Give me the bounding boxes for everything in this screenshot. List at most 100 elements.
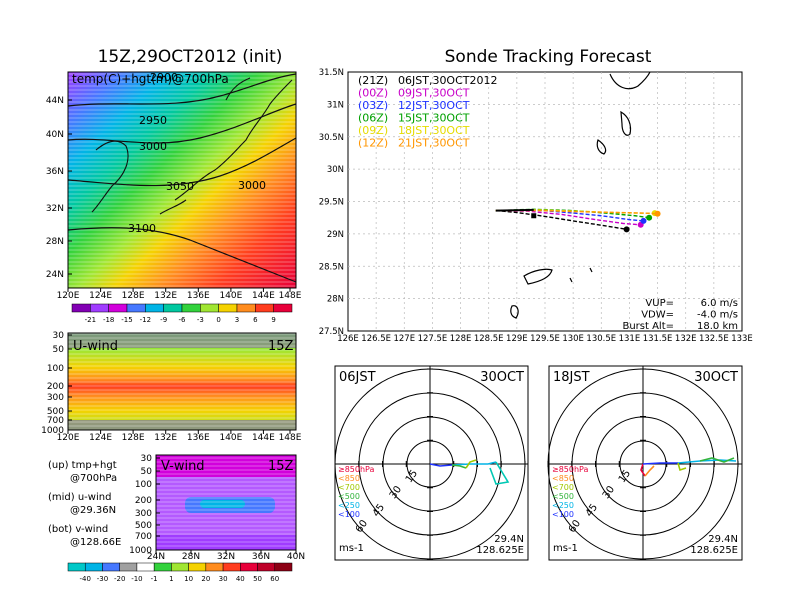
x-tick-label: 28N (182, 552, 200, 562)
pressure-legend-label: <700 (338, 483, 360, 492)
param-label: Burst Alt= (622, 321, 674, 332)
legend-label: 06JST,30OCT2012 (398, 74, 498, 87)
colorbar-tick-label: 6 (253, 316, 258, 324)
track-endpoint (646, 214, 653, 221)
hodograph-trace (642, 462, 678, 465)
colorbar-swatch (163, 303, 183, 313)
y-tick-label: 50 (141, 467, 153, 477)
v-wind-label: V-wind (161, 459, 205, 474)
track-endpoint (654, 210, 661, 217)
x-tick-label: 132.5E (699, 334, 729, 344)
colorbar-swatch (67, 562, 86, 572)
map-overlay-label: temp(C)+hgt(m)@700hPa (72, 72, 229, 86)
x-tick-label: 127E (393, 334, 415, 344)
hodograph-trace (429, 463, 453, 467)
colorbar-tick-label: -18 (103, 316, 114, 324)
note-bot: (bot) v-wind (48, 524, 108, 535)
note-up-level: @700hPa (70, 473, 117, 484)
x-tick-label: 130E (562, 334, 584, 344)
colorbar-swatch (126, 303, 146, 313)
y-tick-label: 300 (47, 393, 64, 403)
colorbar-tick-label: -40 (80, 575, 91, 583)
param-value: -4.0 m/s (697, 310, 738, 321)
map-700hpa-panel: temp(C)+hgt(m)@700hPa 2900 2950 3000 300… (46, 71, 302, 301)
u-wind-time: 15Z (268, 339, 294, 354)
v-wind-time: 15Z (268, 459, 294, 474)
hodograph-trace (677, 462, 687, 472)
y-tick-label: 500 (135, 521, 152, 531)
colorbar-tick-label: 3 (235, 316, 239, 324)
pressure-legend-label: <500 (338, 492, 360, 501)
pressure-legend-label: ≥850hPa (552, 465, 589, 474)
y-tick-label: 30 (53, 331, 65, 341)
hodograph-trace (451, 464, 467, 469)
y-tick-label: 31.5N (319, 68, 344, 78)
param-value: 6.0 m/s (701, 298, 738, 309)
hodograph-lon: 128.625E (690, 545, 738, 556)
track-panel: (21Z) 06JST,30OCT2012 (00Z) 09JST,30OCT (03Z… (319, 68, 753, 344)
x-tick-label: 124E (89, 291, 112, 301)
hodograph-time: 18JST (553, 370, 590, 385)
hodograph-trace (644, 465, 655, 477)
param-value: 18.0 km (697, 321, 738, 332)
x-tick-label: 32N (217, 552, 235, 562)
legend-label: 18JST,30OCT (398, 124, 470, 137)
hodograph-frame (548, 365, 743, 561)
y-tick-label: 40N (46, 130, 64, 140)
colorbar-swatch (181, 303, 201, 313)
colorbar-tick-label: 40 (236, 575, 245, 583)
x-tick-label: 120E (57, 291, 80, 301)
x-tick-label: 148E (279, 433, 302, 443)
legend-label: 12JST,30OCT (398, 99, 470, 112)
y-tick-label: 32N (46, 204, 64, 214)
x-tick-label: 133E (731, 334, 753, 344)
track-endpoint (640, 217, 647, 224)
left-notes: (up) tmp+hgt @700hPa (mid) u-wind @29.36… (48, 460, 121, 548)
colorbar-tick-label: 1 (169, 575, 173, 583)
y-tick-label: 500 (47, 407, 64, 417)
y-tick-label: 31N (327, 100, 344, 110)
contour-lines (67, 73, 297, 283)
note-up: (up) tmp+hgt (48, 460, 117, 471)
x-tick-label: 132E (675, 334, 697, 344)
colorbar-swatch (102, 562, 120, 572)
pressure-legend-label: <100 (338, 510, 360, 519)
note-bot-level: @128.66E (70, 537, 121, 548)
colorbar-swatch (274, 562, 293, 572)
x-tick-label: 131E (619, 334, 641, 344)
colorbar-swatch (153, 562, 172, 572)
y-tick-label: 30.5N (319, 133, 344, 143)
colorbar-swatch (222, 562, 241, 572)
x-tick-label: 140E (219, 291, 242, 301)
hodograph-lat: 29.4N (708, 534, 738, 545)
y-tick-label: 1000 (41, 426, 64, 436)
hodograph-trace (451, 461, 497, 466)
colorbar-tick-label: -15 (121, 316, 132, 324)
note-mid-level: @29.36N (70, 505, 116, 516)
colorbar-tick-label: 60 (270, 575, 279, 583)
hodograph-date: 30OCT (480, 370, 524, 385)
y-tick-label: 700 (47, 416, 64, 426)
colorbar-swatch (188, 562, 207, 572)
legend-label: 21JST,30OCT (398, 137, 470, 150)
x-tick-label: 140E (219, 433, 242, 443)
y-tick-label: 100 (135, 480, 152, 490)
contour-label: 3000 (238, 179, 266, 192)
param-label: VDW= (641, 310, 674, 321)
colorbar-tick-label: -12 (140, 316, 151, 324)
y-tick-label: 700 (135, 532, 152, 542)
hodograph-unit: ms-1 (339, 543, 364, 554)
colorbar-swatch (108, 303, 128, 313)
hodograph-trace (699, 457, 735, 463)
x-tick-label: 120E (57, 433, 80, 443)
y-tick-label: 29N (327, 230, 344, 240)
contour-label: 3000 (139, 140, 167, 153)
x-tick-label: 128E (122, 291, 145, 301)
right-title: Sonde Tracking Forecast (445, 47, 652, 67)
hodograph-time: 06JST (339, 370, 376, 385)
colorbar-swatch (236, 303, 256, 313)
colorbar-tick-label: -21 (85, 316, 96, 324)
